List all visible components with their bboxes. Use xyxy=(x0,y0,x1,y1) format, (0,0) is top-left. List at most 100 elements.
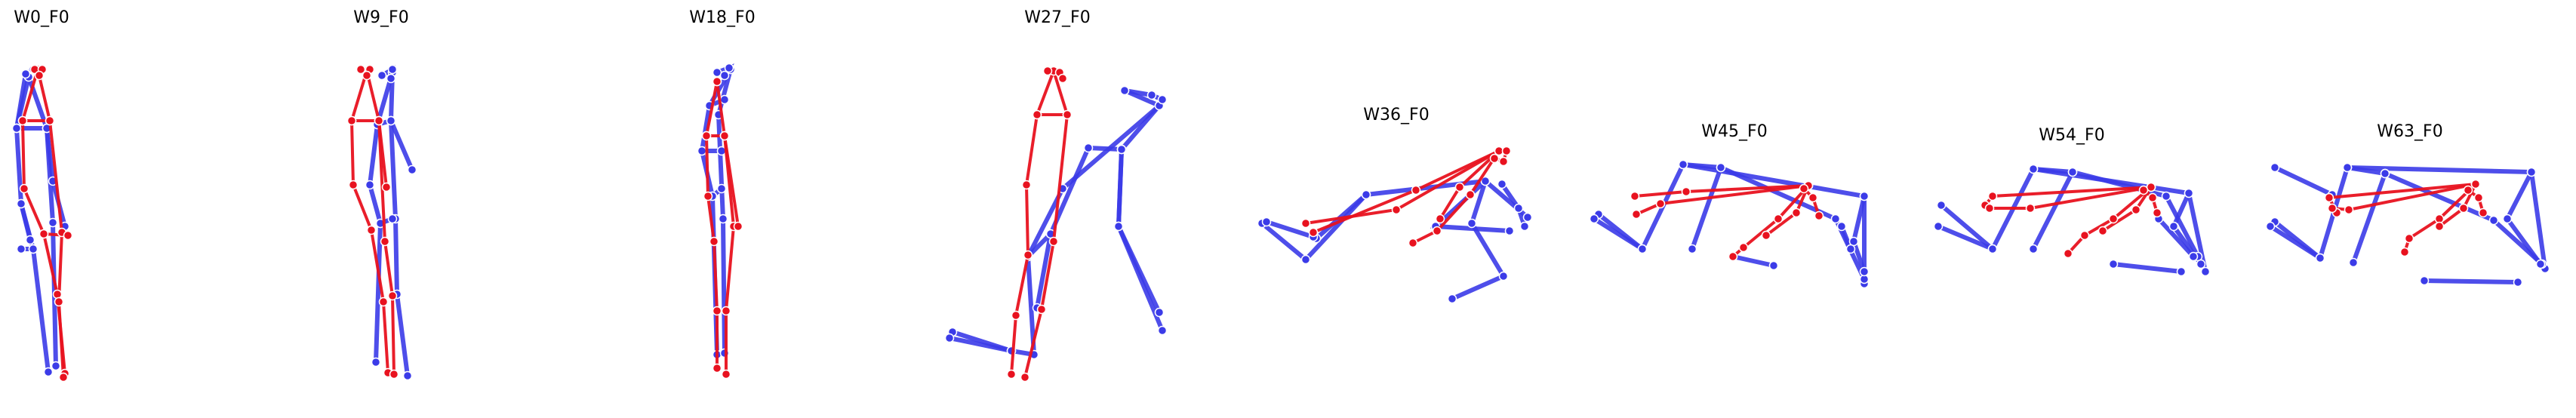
red-joint xyxy=(1814,211,1824,221)
blue-joint xyxy=(1467,218,1477,229)
red-joint xyxy=(1032,109,1042,120)
red-joint xyxy=(1057,73,1068,84)
blue-joint xyxy=(2342,162,2353,173)
blue-joint xyxy=(1716,162,1726,173)
red-joint xyxy=(1987,191,1998,201)
blue-bone xyxy=(1690,165,1723,251)
red-joint xyxy=(362,70,372,81)
blue-bone xyxy=(2422,278,2520,284)
blue-joint xyxy=(51,361,61,371)
red-bone xyxy=(349,69,389,374)
blue-joint xyxy=(407,164,417,175)
blue-joint xyxy=(2535,259,2546,269)
red-joint xyxy=(2473,192,2484,203)
blue-bone xyxy=(1035,145,1124,310)
blue-joint xyxy=(48,217,58,228)
red-joint xyxy=(712,363,722,373)
red-joint xyxy=(1489,153,1500,164)
red-joint xyxy=(1984,203,1995,214)
red-joint xyxy=(348,180,359,190)
red-joint xyxy=(703,191,713,201)
blue-joint xyxy=(365,180,375,190)
blue-joint xyxy=(1933,221,1944,232)
red-joint xyxy=(2478,207,2488,218)
panel-w54: W54_F0 xyxy=(1933,126,2211,277)
blue-joint xyxy=(1119,85,1130,96)
red-joint xyxy=(1391,204,1402,215)
blue-joint xyxy=(2315,253,2325,263)
blue-joint xyxy=(1447,294,1457,304)
red-joint xyxy=(2404,233,2414,244)
blue-bone xyxy=(2031,167,2200,259)
blue-joint xyxy=(1936,200,1947,211)
blue-joint xyxy=(16,244,26,254)
panel-w27: W27_F0 xyxy=(944,8,1168,383)
red-joint xyxy=(721,306,731,316)
red-joint xyxy=(1011,310,1021,321)
red-joint xyxy=(1631,209,1642,220)
blue-bone xyxy=(2268,224,2322,260)
blue-joint xyxy=(1300,254,1311,265)
red-joint xyxy=(2434,221,2445,232)
red-joint xyxy=(19,183,29,194)
blue-bone xyxy=(19,201,32,242)
blue-joint xyxy=(2200,266,2211,277)
blue-bone xyxy=(1592,217,1645,251)
blue-joint xyxy=(1687,244,1697,254)
blue-joint xyxy=(402,370,413,381)
red-joint xyxy=(1021,180,1032,190)
blue-joint xyxy=(2161,191,2171,201)
blue-joint xyxy=(1845,244,1856,254)
red-bone xyxy=(704,80,719,370)
blue-joint xyxy=(1146,90,1157,100)
blue-joint xyxy=(1987,244,1998,254)
blue-joint xyxy=(2488,215,2499,226)
blue-bone xyxy=(1450,179,1507,301)
blue-joint xyxy=(11,123,22,134)
red-joint xyxy=(2344,204,2354,215)
blue-joint xyxy=(2348,257,2359,268)
red-joint xyxy=(1308,227,1319,238)
red-joint xyxy=(366,225,377,235)
red-joint xyxy=(54,297,64,307)
red-joint xyxy=(58,372,69,383)
blue-joint xyxy=(1519,221,1530,232)
blue-joint xyxy=(719,70,730,81)
red-joint xyxy=(1048,236,1059,247)
panel-w0: W0_F0 xyxy=(11,8,73,383)
red-joint xyxy=(355,64,366,75)
blue-joint xyxy=(1361,189,1371,200)
red-joint xyxy=(1036,304,1047,315)
red-joint xyxy=(2324,192,2334,203)
blue-bone xyxy=(2345,165,2544,266)
blue-joint xyxy=(1522,212,1533,223)
red-joint xyxy=(1501,146,1512,156)
blue-joint xyxy=(719,94,730,105)
blue-joint xyxy=(1513,203,1524,214)
red-joint xyxy=(1023,250,1033,260)
red-joint xyxy=(1728,251,1738,262)
blue-joint xyxy=(2502,214,2513,224)
panel-title: W45_F0 xyxy=(1701,122,1767,141)
blue-joint xyxy=(2196,259,2206,269)
blue-joint xyxy=(2526,167,2537,177)
blue-bone xyxy=(2351,171,2387,265)
blue-joint xyxy=(2028,164,2039,174)
red-bone xyxy=(1411,149,1500,244)
blue-joint xyxy=(1113,221,1124,232)
red-joint xyxy=(712,306,722,316)
red-joint xyxy=(380,236,390,247)
red-joint xyxy=(712,76,722,87)
blue-joint xyxy=(2108,259,2119,269)
red-joint xyxy=(1808,192,1818,203)
blue-bone xyxy=(2111,262,2184,274)
red-bone xyxy=(377,119,388,189)
blue-bone xyxy=(1264,220,1316,239)
red-joint xyxy=(1465,189,1476,200)
blue-joint xyxy=(377,70,387,81)
red-joint xyxy=(1681,186,1691,197)
blue-bone xyxy=(2156,217,2196,259)
blue-joint xyxy=(28,244,38,254)
blue-bone xyxy=(2273,165,2334,197)
red-joint xyxy=(2025,203,2036,214)
